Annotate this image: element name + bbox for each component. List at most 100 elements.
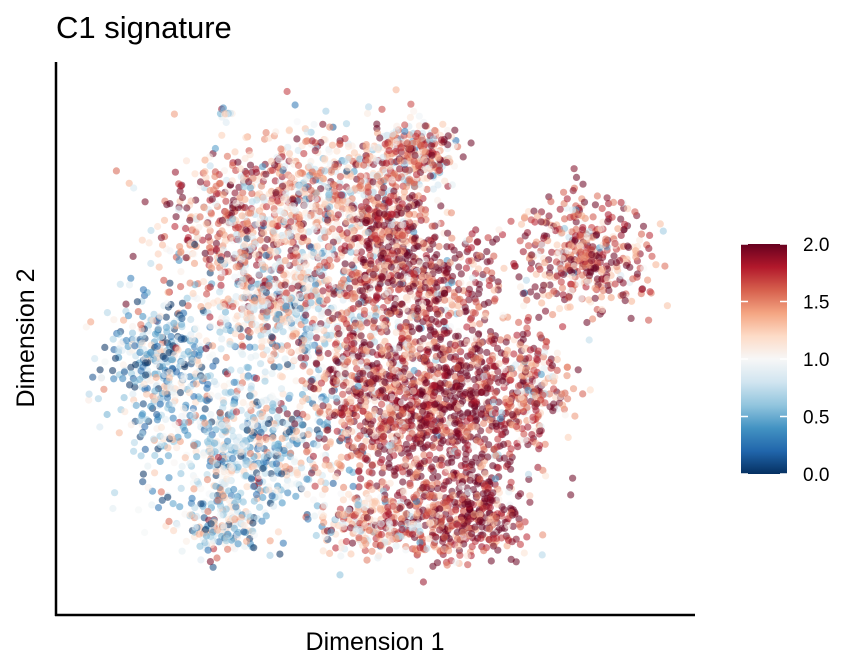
data-point	[489, 238, 497, 246]
data-point	[370, 407, 379, 415]
data-point	[155, 263, 163, 271]
data-point	[486, 378, 494, 386]
data-point	[441, 296, 449, 304]
data-point	[438, 461, 446, 469]
data-point	[368, 547, 376, 555]
data-point	[239, 399, 247, 407]
data-point	[333, 147, 341, 155]
data-point	[325, 148, 333, 156]
data-point	[232, 224, 240, 232]
data-point	[341, 260, 349, 268]
data-point	[127, 421, 135, 429]
data-point	[423, 410, 431, 418]
data-point	[153, 416, 161, 424]
data-point	[147, 226, 155, 235]
data-point	[151, 387, 159, 395]
data-point	[489, 534, 497, 543]
data-point	[177, 268, 185, 276]
data-point	[445, 477, 453, 485]
data-point	[417, 374, 425, 382]
data-point	[468, 543, 476, 551]
data-point	[428, 463, 436, 471]
data-point	[212, 482, 220, 490]
data-point	[120, 368, 128, 376]
data-point	[143, 416, 151, 424]
data-point	[299, 362, 307, 370]
data-point	[242, 461, 250, 469]
data-point	[464, 488, 472, 496]
data-point	[278, 470, 286, 478]
data-point	[440, 276, 448, 284]
data-point	[421, 354, 429, 362]
data-point	[147, 349, 155, 357]
data-point	[463, 417, 471, 425]
data-point	[129, 322, 137, 331]
data-point	[374, 449, 382, 457]
data-point	[336, 140, 344, 148]
data-point	[207, 322, 215, 330]
data-point	[250, 462, 258, 470]
data-point	[167, 332, 175, 341]
data-point	[296, 402, 304, 411]
data-point	[276, 372, 285, 380]
data-point	[366, 332, 374, 340]
data-point	[208, 264, 216, 272]
data-point	[499, 311, 507, 319]
data-point	[223, 152, 231, 160]
data-point	[201, 249, 209, 257]
data-point	[516, 540, 525, 549]
data-point	[206, 255, 214, 263]
data-point	[166, 382, 174, 390]
data-point	[248, 232, 256, 241]
data-point	[321, 233, 329, 241]
data-point	[231, 148, 239, 156]
data-point	[200, 204, 208, 212]
data-point	[494, 278, 502, 286]
data-point	[138, 339, 146, 347]
data-point	[535, 313, 543, 321]
data-point	[492, 515, 500, 523]
data-point	[478, 405, 486, 413]
data-point	[406, 567, 415, 575]
data-point	[186, 460, 194, 468]
data-point	[177, 335, 185, 343]
data-point	[339, 390, 347, 398]
data-point	[103, 309, 111, 317]
data-point	[387, 418, 395, 426]
data-point	[244, 373, 252, 381]
data-point	[326, 209, 335, 217]
data-point	[402, 351, 410, 359]
data-point	[379, 478, 387, 486]
data-point	[395, 429, 403, 437]
data-point	[455, 263, 463, 271]
data-point	[220, 399, 228, 407]
data-point	[427, 278, 435, 286]
data-point	[455, 385, 463, 393]
data-point	[249, 482, 257, 491]
data-point	[187, 315, 195, 324]
data-point	[250, 497, 258, 505]
data-point	[345, 415, 353, 423]
data-point	[468, 530, 476, 538]
data-point	[134, 308, 142, 316]
data-point	[354, 434, 362, 443]
data-point	[258, 337, 266, 345]
data-point	[209, 362, 217, 370]
data-point	[276, 550, 284, 558]
data-point	[377, 328, 385, 336]
data-point	[252, 251, 260, 259]
data-point	[267, 157, 275, 165]
data-point	[154, 324, 163, 333]
data-point	[306, 277, 314, 285]
data-point	[464, 409, 472, 417]
data-point	[304, 515, 312, 523]
data-point	[271, 248, 279, 256]
data-point	[276, 266, 284, 274]
data-point	[445, 547, 453, 555]
data-point	[223, 250, 231, 258]
data-point	[326, 549, 334, 558]
data-point	[163, 394, 172, 402]
data-point	[331, 163, 339, 171]
data-point	[272, 189, 280, 197]
data-point	[147, 402, 155, 411]
